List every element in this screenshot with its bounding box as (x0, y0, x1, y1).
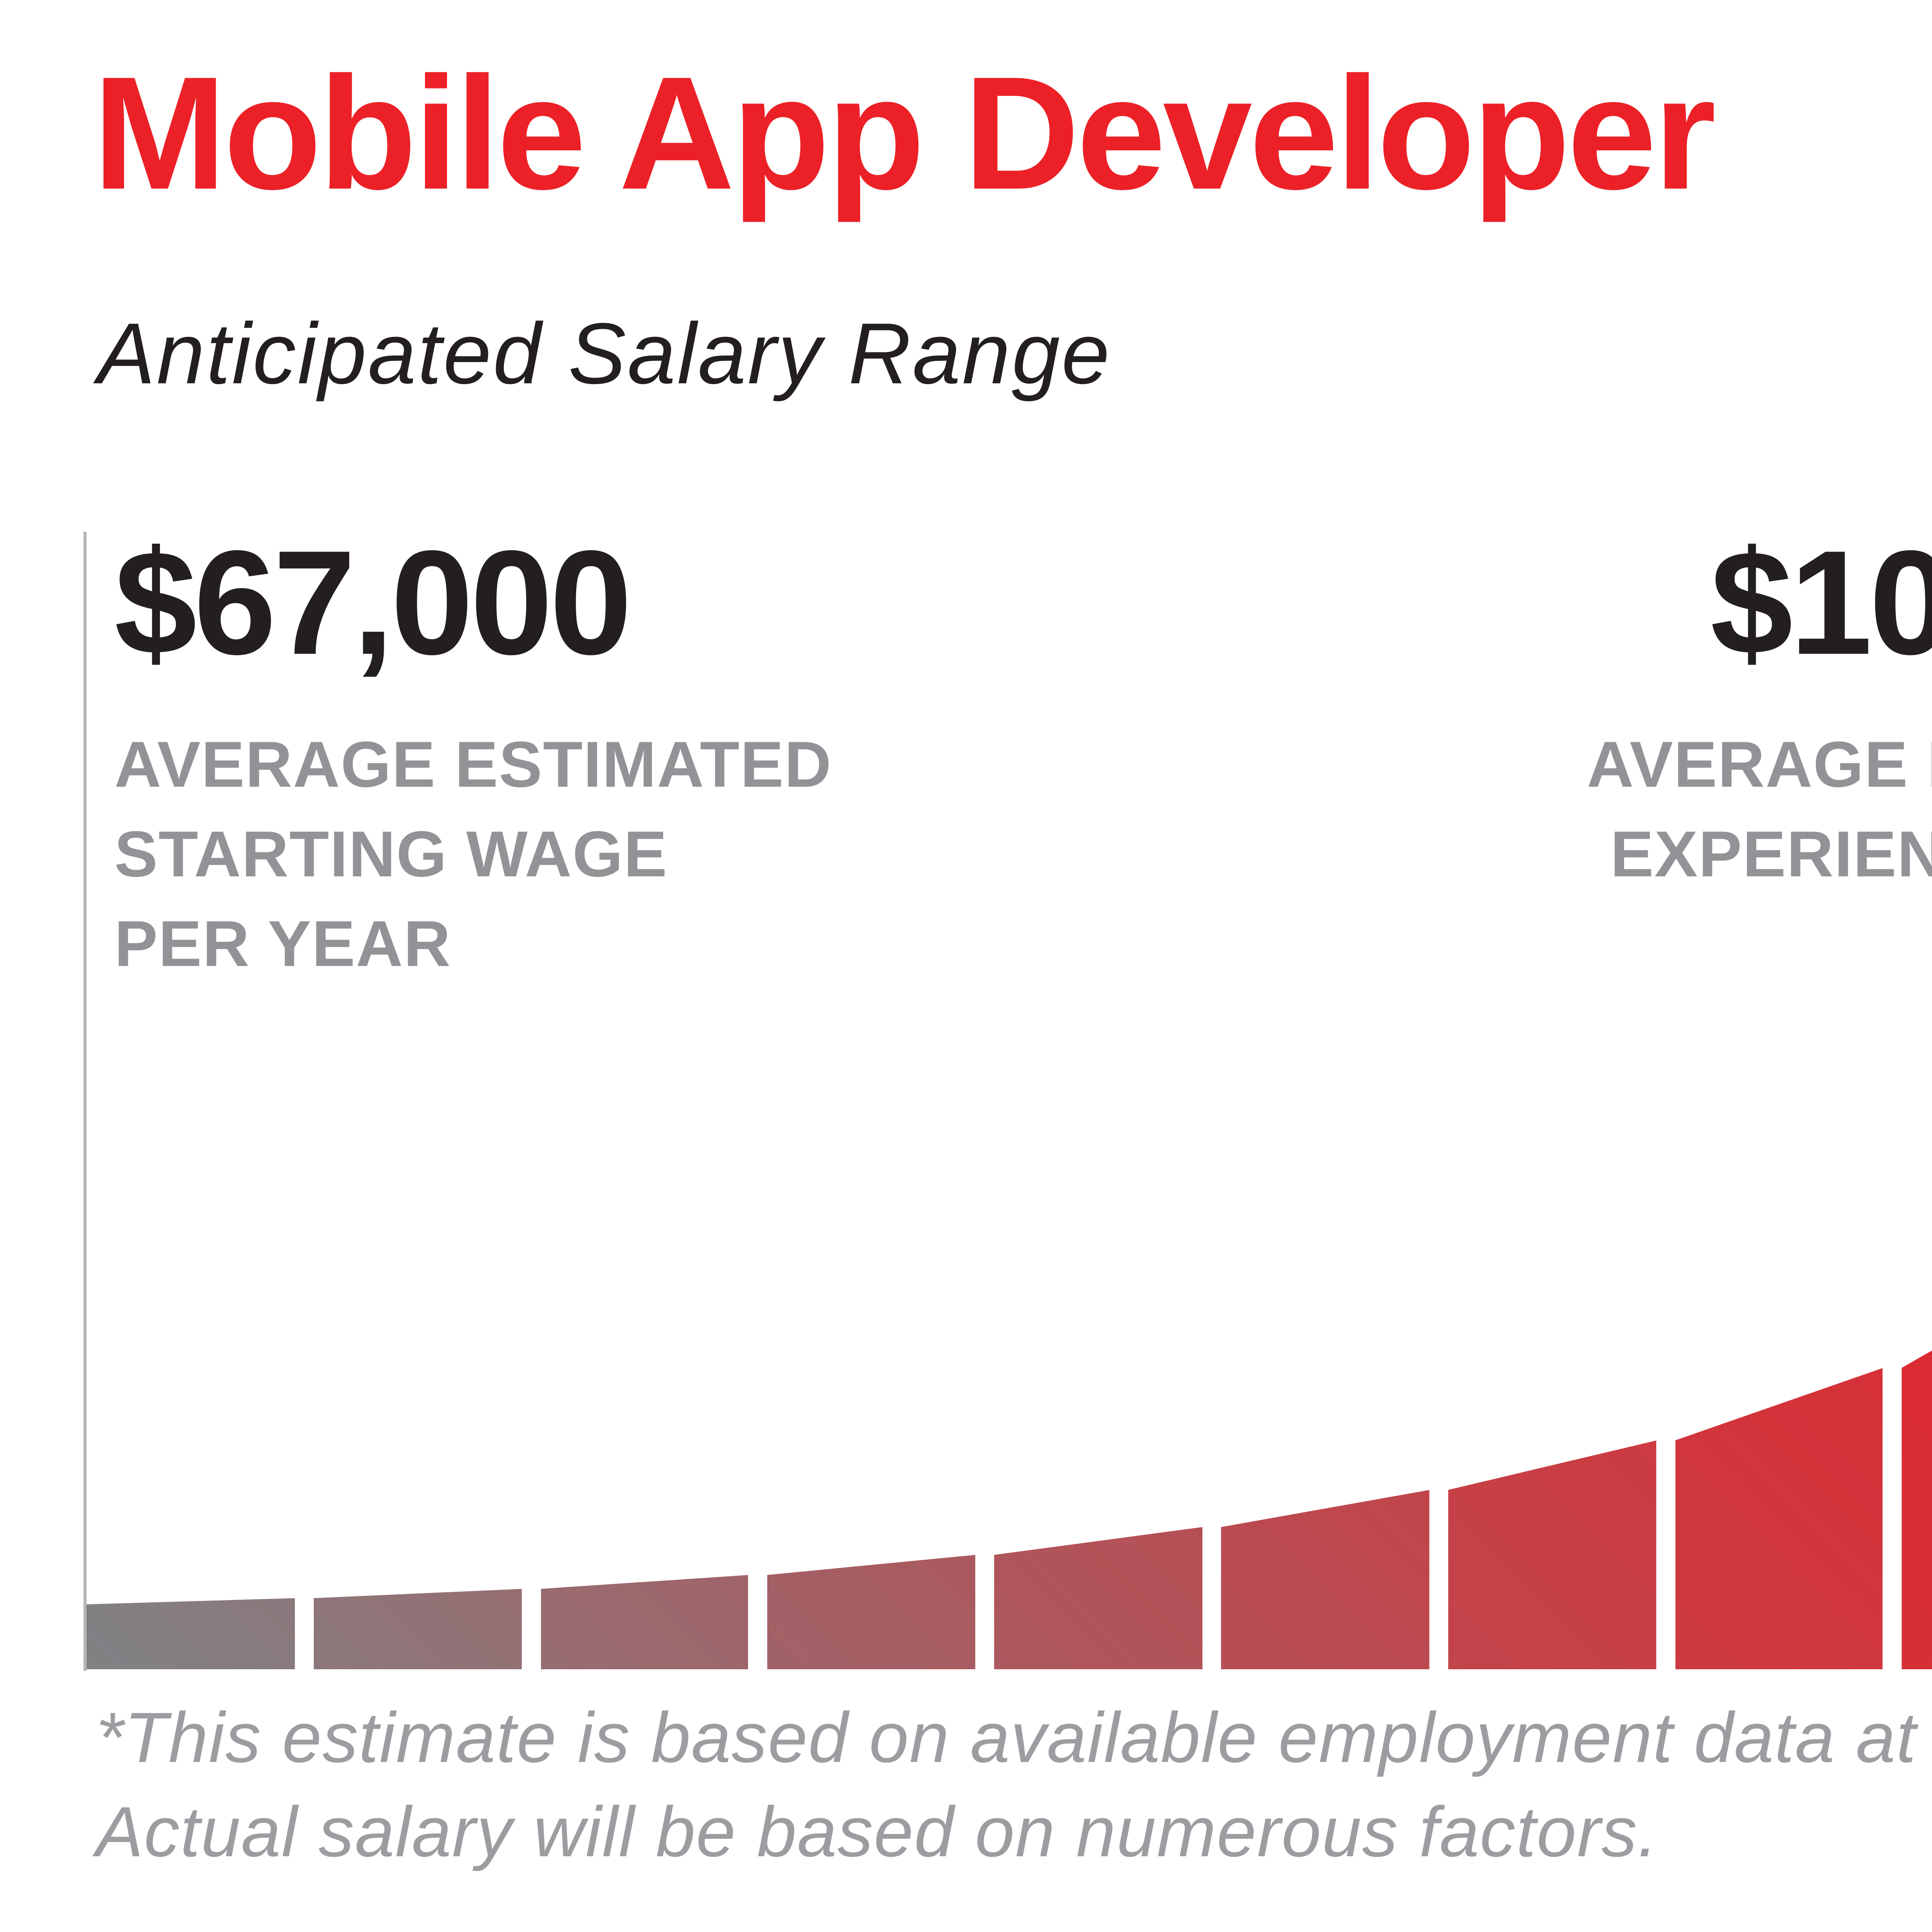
bar-segment (540, 1575, 749, 1669)
left-axis-line (83, 532, 87, 1671)
bar-segment (1448, 1440, 1656, 1669)
bar-chart (87, 1082, 1932, 1669)
footnote: *This estimate is based on available emp… (96, 1691, 1932, 1879)
page-title: Mobile App Developer (93, 45, 1716, 224)
bar-segment (1675, 1368, 1883, 1669)
stat-label-line: PER YEAR (1587, 900, 1932, 989)
experienced-wage-label: AVERAGE ESTIMATED EXPERIENCED WAGE PER Y… (1587, 720, 1932, 989)
stat-label-line: AVERAGE ESTIMATED (114, 728, 832, 801)
stat-label-line: AVERAGE ESTIMATED (1587, 728, 1932, 801)
experienced-wage-value: $104,000 (1710, 521, 1932, 686)
stat-label-line: STARTING WAGE (114, 817, 668, 890)
bar-segment (1901, 1249, 1932, 1669)
experienced-wage-stat: $104,000 AVERAGE ESTIMATED EXPERIENCED W… (1587, 519, 1932, 989)
stat-label-line: PER YEAR (114, 907, 451, 980)
bar-segment (87, 1598, 295, 1669)
bar-segment (767, 1555, 976, 1669)
subtitle: Anticipated Salary Range (97, 304, 1111, 402)
bar-segment (1221, 1490, 1430, 1669)
starting-wage-stat: $67,000 AVERAGE ESTIMATED STARTING WAGE … (114, 519, 832, 989)
footnote-line-1: *This estimate is based on available emp… (96, 1697, 1932, 1777)
bar-segment (313, 1589, 522, 1669)
bar-segment (994, 1527, 1202, 1669)
starting-wage-value: $67,000 (114, 521, 632, 686)
footnote-line-2: Actual salary will be based on numerous … (96, 1791, 1658, 1871)
stat-label-line: EXPERIENCED WAGE (1610, 817, 1932, 890)
starting-wage-label: AVERAGE ESTIMATED STARTING WAGE PER YEAR (114, 720, 832, 989)
